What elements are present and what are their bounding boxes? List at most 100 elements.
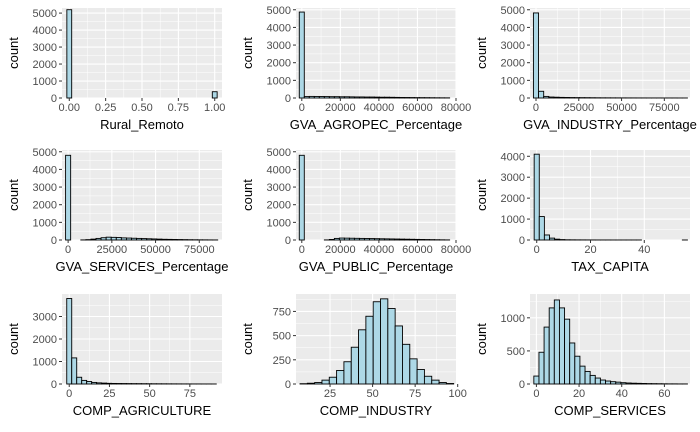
histogram-bar <box>594 377 601 385</box>
histogram-bar <box>303 96 310 99</box>
y-tick-label: 2000 <box>33 334 57 346</box>
y-tick-label: 0 <box>285 379 291 391</box>
histogram-bar <box>306 382 316 385</box>
y-axis-title: count <box>474 323 489 355</box>
histogram-bar <box>131 237 138 241</box>
y-tick-label: 2000 <box>501 58 525 70</box>
histogram-bar <box>313 96 320 99</box>
x-tick-label: 25000 <box>97 244 128 256</box>
y-axis-title: count <box>474 179 489 211</box>
y-tick-label: 0 <box>519 379 525 391</box>
y-tick-label: 5000 <box>33 8 57 20</box>
histogram-bar <box>136 237 143 241</box>
histogram-bar <box>358 96 365 99</box>
y-axis-title: count <box>240 323 255 355</box>
y-tick-label: 3000 <box>33 42 57 54</box>
histogram-bar <box>394 325 403 385</box>
y-tick-label: 1000 <box>501 75 525 87</box>
histogram-bar <box>384 96 390 99</box>
histogram-bar <box>438 382 447 385</box>
x-tick-label: 0 <box>65 244 71 256</box>
x-tick-label: 0 <box>66 388 72 400</box>
x-tick-label: 20 <box>584 244 596 256</box>
x-axis-title: COMP_INDUSTRY <box>320 403 433 418</box>
histogram-panel-gva-services: 0 25000 50000 75000 0 1000 2000 3000 4000 5000 GVA… <box>6 147 228 274</box>
histogram-bar <box>399 97 405 99</box>
histogram-bar <box>110 236 117 241</box>
x-axis-title: Rural_Remoto <box>100 117 184 132</box>
x-tick-label: 40 <box>638 244 650 256</box>
x-tick-label: 0 <box>533 388 539 400</box>
x-tick-label: 60000 <box>402 244 433 256</box>
plot-background <box>530 8 690 98</box>
histogram-bar <box>372 301 381 385</box>
histogram-bar <box>389 96 395 99</box>
histogram-bar <box>141 238 148 241</box>
histogram-panel-comp-services: 0 20 40 60 0 500 1000 COMP_SERVICES count <box>474 294 690 418</box>
x-axis-title: GVA_PUBLIC_Percentage <box>299 259 453 274</box>
plot-background <box>296 8 456 98</box>
histogram-bar <box>554 238 561 241</box>
histogram-bar <box>374 238 380 241</box>
x-tick-label: 50000 <box>606 102 637 114</box>
histogram-bar <box>599 379 606 385</box>
histogram-bar <box>95 237 102 241</box>
histogram-bar <box>350 346 360 385</box>
x-tick-label: 60000 <box>402 102 433 114</box>
histogram-bar <box>65 154 72 241</box>
histogram-bar <box>125 237 132 241</box>
y-tick-label: 5000 <box>501 5 525 17</box>
x-tick-label: 0 <box>299 244 305 256</box>
histogram-bar <box>96 382 103 385</box>
histogram-bar <box>589 374 596 385</box>
histogram-bar <box>321 379 330 385</box>
x-tick-label: 75 <box>184 388 196 400</box>
y-tick-label: 0 <box>51 235 57 247</box>
x-tick-label: 0.00 <box>59 102 80 114</box>
y-tick-label: 3000 <box>267 182 291 194</box>
x-tick-label: 25 <box>103 388 115 400</box>
y-axis-title: count <box>240 37 255 69</box>
x-axis-title: TAX_CAPITA <box>571 259 649 274</box>
y-tick-label: 1000 <box>33 76 57 88</box>
histogram-bar <box>543 326 550 385</box>
x-tick-label: 60 <box>658 388 670 400</box>
y-tick-label: 2000 <box>267 200 291 212</box>
x-tick-label: 20 <box>573 388 585 400</box>
x-tick-label: 0 <box>534 244 540 256</box>
histogram-bar <box>387 308 396 385</box>
histogram-panel-gva-public: 0 20000 40000 60000 80000 0 1000 2000 3000 4000 50… <box>240 147 471 274</box>
y-tick-label: 0 <box>519 235 525 247</box>
histogram-bar <box>115 237 122 241</box>
y-tick-label: 1000 <box>267 75 291 87</box>
histogram-bar <box>338 96 345 99</box>
x-tick-label: 0 <box>299 102 305 114</box>
histogram-bar <box>323 96 330 99</box>
y-tick-label: 3000 <box>33 312 57 324</box>
histogram-bar <box>358 237 365 241</box>
histogram-bar <box>553 299 560 385</box>
histogram-bar <box>343 361 352 385</box>
histogram-bar <box>389 238 395 241</box>
histogram-bar <box>328 96 335 99</box>
y-tick-label: 1000 <box>267 217 291 229</box>
x-tick-label: 1.00 <box>204 102 225 114</box>
histogram-bar <box>353 96 360 99</box>
plot-background <box>62 150 222 240</box>
y-tick-label: 500 <box>273 331 291 343</box>
x-tick-label: 20000 <box>325 102 356 114</box>
x-tick-label: 50 <box>144 388 156 400</box>
histogram-bar <box>416 369 425 385</box>
y-tick-label: 1000 <box>33 217 57 229</box>
histogram-bar <box>66 9 73 99</box>
histogram-bar <box>543 234 550 241</box>
histogram-bar <box>543 95 550 99</box>
y-tick-label: 3000 <box>501 40 525 52</box>
histogram-bar <box>569 342 576 385</box>
histogram-bar <box>166 238 173 241</box>
y-tick-label: 4000 <box>501 22 525 34</box>
histogram-panel-gva-industry: 0 25000 50000 75000 0 1000 2000 3000 4000 5000 GVA… <box>474 5 697 132</box>
histogram-bar <box>414 238 421 241</box>
histogram-bar <box>379 96 385 99</box>
histogram-bar <box>610 381 617 385</box>
